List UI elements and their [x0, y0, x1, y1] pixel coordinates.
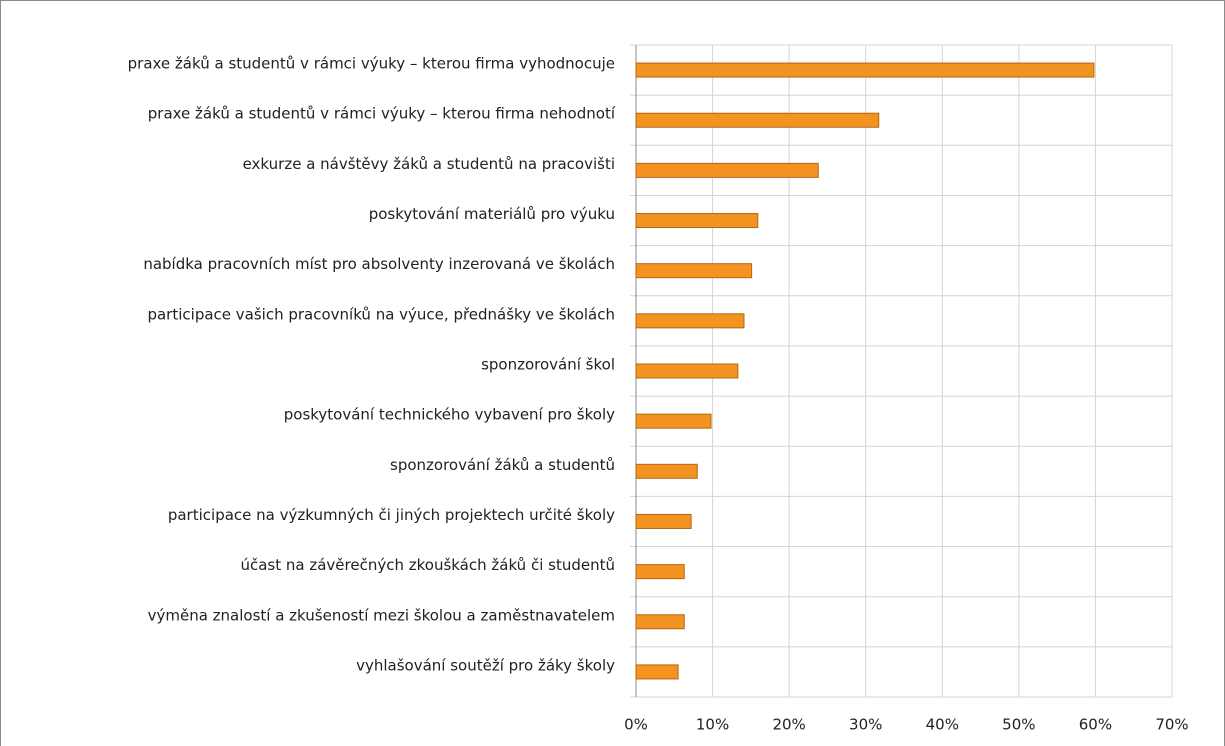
bar: [635, 664, 679, 680]
y-tick-label: participace vašich pracovníků na výuce, …: [147, 305, 615, 323]
x-tick-label: 20%: [772, 716, 805, 734]
bar: [635, 213, 759, 229]
y-tick-label: vyhlašování soutěží pro žáky školy: [356, 656, 615, 674]
x-tick-label: 70%: [1155, 716, 1188, 734]
x-tick-label: 40%: [926, 716, 959, 734]
y-tick-label: praxe žáků a studentů v rámci výuky – kt…: [148, 105, 616, 123]
x-tick-label: 30%: [849, 716, 882, 734]
y-tick-label: nabídka pracovních míst pro absolventy i…: [143, 255, 615, 273]
y-tick-label: praxe žáků a studentů v rámci výuky – kt…: [128, 55, 615, 73]
bar: [635, 463, 698, 479]
y-tick-label: sponzorování škol: [481, 356, 615, 374]
bar: [635, 62, 1095, 78]
y-tick-label: výměna znalostí a zkušeností mezi školou…: [148, 606, 615, 624]
x-tick-label: 50%: [1002, 716, 1035, 734]
bar: [635, 614, 685, 630]
bar: [635, 564, 685, 580]
y-tick-label: poskytování materiálů pro výuku: [369, 205, 615, 223]
bar: [635, 263, 753, 279]
x-tick-label: 0%: [624, 716, 648, 734]
bar: [635, 413, 712, 429]
y-tick-label: sponzorování žáků a studentů: [390, 456, 615, 474]
y-tick-label: exkurze a návštěvy žáků a studentů na pr…: [243, 155, 615, 173]
x-tick-label: 10%: [696, 716, 729, 734]
bar: [635, 162, 819, 178]
bar: [635, 112, 880, 128]
bar: [635, 313, 745, 329]
bar: [635, 513, 692, 529]
y-tick-label: účast na závěrečných zkouškách žáků či s…: [240, 556, 615, 574]
x-tick-label: 60%: [1079, 716, 1112, 734]
bar: [635, 363, 739, 379]
y-tick-label: participace na výzkumných či jiných proj…: [168, 506, 615, 524]
y-tick-label: poskytování technického vybavení pro ško…: [284, 406, 615, 424]
